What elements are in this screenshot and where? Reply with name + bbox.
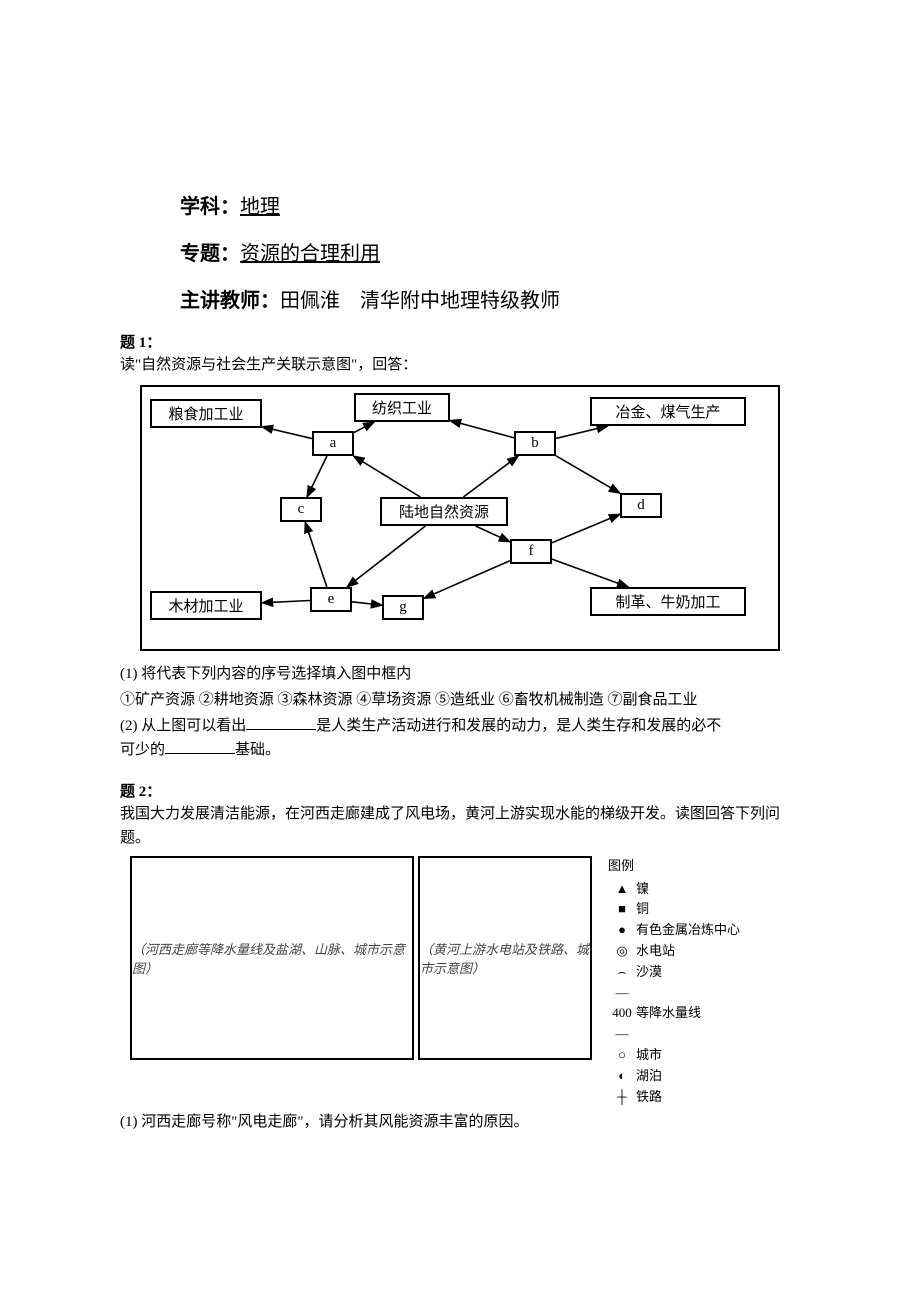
teacher-value: 田佩淮 清华附中地理特级教师	[280, 290, 560, 312]
node-grain: 粮食加工业	[150, 399, 262, 428]
node-textile: 纺织工业	[354, 393, 450, 422]
edge-a-c	[307, 456, 327, 497]
node-metal: 冶金、煤气生产	[590, 397, 746, 426]
legend-label: 等降水量线	[636, 1003, 701, 1024]
legend-label: 镍	[636, 879, 649, 900]
header-subject-line: 学科：地理	[180, 190, 800, 219]
q1-sub2b: 是人类生产活动进行和发展的动力，是人类生存和发展的必不	[316, 718, 721, 734]
node-center: 陆地自然资源	[380, 497, 508, 526]
q1-sub1: (1) 将代表下列内容的序号选择填入图中框内	[120, 663, 800, 686]
edge-b-metal	[556, 426, 608, 438]
legend-symbol: ●	[608, 920, 636, 941]
node-d: d	[620, 493, 662, 518]
edge-center-f	[476, 526, 510, 542]
legend-row-8: ┼铁路	[608, 1087, 740, 1108]
legend-symbol: ┼	[608, 1087, 636, 1108]
legend-symbol: —400—	[608, 983, 636, 1045]
edge-f-d	[552, 515, 620, 543]
legend-symbol: ◐	[608, 1066, 636, 1087]
node-wood: 木材加工业	[150, 591, 262, 620]
edge-b-textile	[450, 421, 514, 438]
q1-diagram: 粮食加工业 纺织工业 冶金、煤气生产 a b c 陆地自然资源 d f e g 木材加工业 制革、牛奶加…	[140, 385, 780, 651]
node-f: f	[510, 539, 552, 564]
node-b: b	[514, 431, 556, 456]
node-e: e	[310, 587, 352, 612]
edge-f-g	[424, 561, 510, 599]
blank-1[interactable]	[246, 714, 316, 730]
legend-symbol: ○	[608, 1045, 636, 1066]
legend-label: 铁路	[636, 1087, 662, 1108]
q1-sub2: (2) 从上图可以看出 是人类生产活动进行和发展的动力，是人类生存和发展的必不 可…	[120, 714, 800, 763]
legend-row-5: —400—等降水量线	[608, 983, 740, 1045]
node-g: g	[382, 595, 424, 620]
q1-sub2c: 可少的	[120, 742, 165, 758]
teacher-label: 主讲教师：	[180, 290, 280, 312]
legend-row-3: ◎水电站	[608, 941, 740, 962]
legend-row-1: ■铜	[608, 899, 740, 920]
topic-value: 资源的合理利用	[240, 243, 380, 265]
edge-e-g	[352, 602, 382, 605]
topic-label: 专题：	[180, 243, 240, 265]
node-dairy: 制革、牛奶加工	[590, 587, 746, 616]
q2-legend: 图例 ▲镍■铜●有色金属冶炼中心◎水电站⌢沙漠—400—等降水量线○城市◐湖泊┼…	[608, 856, 740, 1108]
legend-label: 铜	[636, 899, 649, 920]
q2-figure-row: （河西走廊等降水量线及盐湖、山脉、城市示意图） （黄河上游水电站及铁路、城市示意…	[130, 856, 790, 1108]
q2-sub1: (1) 河西走廊号称"风电走廊"，请分析其风能资源丰富的原因。	[120, 1111, 800, 1134]
legend-row-7: ◐湖泊	[608, 1066, 740, 1087]
legend-label: 水电站	[636, 941, 675, 962]
edge-e-c	[305, 522, 327, 587]
page: 学科：地理 专题：资源的合理利用 主讲教师：田佩淮 清华附中地理特级教师 题 1…	[0, 0, 920, 1195]
edge-center-a	[353, 456, 420, 497]
header-teacher-line: 主讲教师：田佩淮 清华附中地理特级教师	[180, 284, 800, 313]
edge-a-textile	[354, 422, 374, 433]
legend-row-4: ⌢沙漠	[608, 962, 740, 983]
q1-intro: 读"自然资源与社会生产关联示意图"，回答：	[120, 354, 800, 377]
legend-label: 沙漠	[636, 962, 662, 983]
legend-row-0: ▲镍	[608, 879, 740, 900]
header-topic-line: 专题：资源的合理利用	[180, 237, 800, 266]
edge-b-d	[556, 456, 620, 493]
node-c: c	[280, 497, 322, 522]
legend-label: 湖泊	[636, 1066, 662, 1087]
legend-label: 有色金属冶炼中心	[636, 920, 740, 941]
edge-center-e	[347, 526, 425, 587]
legend-symbol: ▲	[608, 879, 636, 900]
edge-a-grain	[262, 427, 312, 439]
q1-options: ①矿产资源 ②耕地资源 ③森林资源 ④草场资源 ⑤造纸业 ⑥畜牧机械制造 ⑦副食…	[120, 689, 800, 712]
q2-map-left: （河西走廊等降水量线及盐湖、山脉、城市示意图）	[130, 856, 414, 1060]
legend-row-2: ●有色金属冶炼中心	[608, 920, 740, 941]
subject-label: 学科：	[180, 196, 240, 218]
legend-label: 城市	[636, 1045, 662, 1066]
legend-symbol: ■	[608, 899, 636, 920]
edge-center-b	[463, 456, 518, 497]
q1-title: 题 1：	[120, 331, 800, 352]
subject-value: 地理	[240, 196, 280, 218]
blank-2[interactable]	[165, 738, 235, 754]
edge-f-dairy	[552, 559, 628, 587]
edge-e-wood	[262, 601, 310, 603]
legend-title: 图例	[608, 856, 740, 877]
legend-row-6: ○城市	[608, 1045, 740, 1066]
legend-symbol: ◎	[608, 941, 636, 962]
q2-map-right: （黄河上游水电站及铁路、城市示意图）	[418, 856, 592, 1060]
q1-sub2d: 基础。	[235, 742, 280, 758]
q2-intro: 我国大力发展清洁能源，在河西走廊建成了风电场，黄河上游实现水能的梯级开发。读图回…	[120, 803, 800, 850]
legend-symbol: ⌢	[608, 962, 636, 983]
q1-sub2a: (2) 从上图可以看出	[120, 718, 246, 734]
node-a: a	[312, 431, 354, 456]
q2-title: 题 2：	[120, 780, 800, 801]
